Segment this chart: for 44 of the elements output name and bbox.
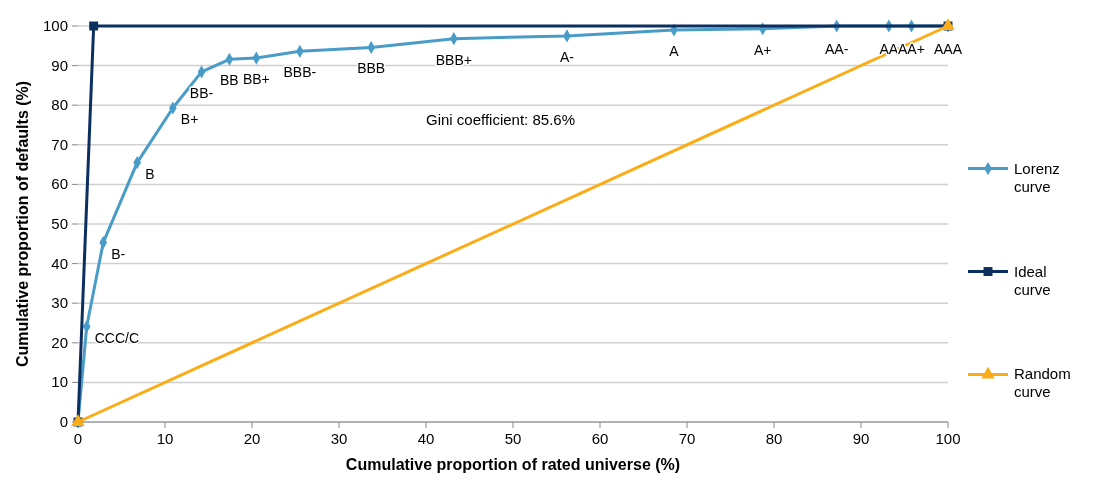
x-tick-label: 40	[417, 430, 435, 447]
x-tick-label: 90	[852, 430, 870, 447]
y-tick-label: 30	[51, 294, 68, 312]
annotation: A-	[559, 48, 575, 65]
annotation: B-	[111, 245, 126, 262]
x-axis-title: Cumulative proportion of rated universe (%)	[345, 456, 681, 473]
x-tick-label: 10	[156, 430, 174, 447]
x-tick-label: 80	[765, 430, 783, 447]
annotation: B	[145, 165, 155, 182]
x-tick-label: 60	[591, 430, 609, 447]
annotation: BBB-	[283, 64, 317, 81]
x-tick-label: 50	[504, 430, 522, 447]
annotation: Gini coefficient: 85.6%	[426, 111, 575, 128]
x-tick-label: 0	[73, 430, 83, 447]
y-tick-label: 10	[51, 373, 68, 391]
y-tick-label: 80	[51, 96, 68, 114]
annotation: A+	[753, 41, 772, 58]
y-axis-title: Cumulative proportion of defaults (%)	[14, 80, 31, 368]
annotation: AA-	[824, 41, 849, 57]
annotation: A	[669, 42, 680, 59]
legend-label: Lorenz curve	[1014, 159, 1060, 195]
annotation: AAA	[933, 41, 963, 57]
y-tick-label: 70	[51, 135, 68, 153]
legend-label: Random curve	[1014, 365, 1071, 401]
x-tick-label: 70	[678, 430, 696, 447]
x-tick-label: 20	[243, 430, 261, 447]
y-tick-label: 40	[51, 254, 68, 272]
annotation: BB+	[242, 71, 270, 88]
x-tick-label: 30	[330, 430, 348, 447]
y-tick-label: 100	[42, 17, 68, 34]
annotation: BB	[220, 72, 239, 89]
y-tick-label: 20	[51, 333, 68, 351]
annotation: BBB	[357, 60, 386, 77]
annotation: AA+	[898, 41, 925, 57]
annotation: CCC/C	[94, 329, 140, 346]
y-tick-label: 60	[51, 175, 68, 193]
annotation: BB-	[189, 84, 214, 101]
y-tick-label: 0	[59, 413, 68, 430]
y-tick-label: 90	[51, 56, 68, 74]
legend-label: Ideal curve	[1014, 262, 1051, 298]
annotation: BBB+	[435, 51, 472, 68]
annotation: B+	[180, 110, 199, 127]
y-tick-label: 50	[51, 215, 68, 232]
x-tick-label: 100	[935, 430, 961, 447]
